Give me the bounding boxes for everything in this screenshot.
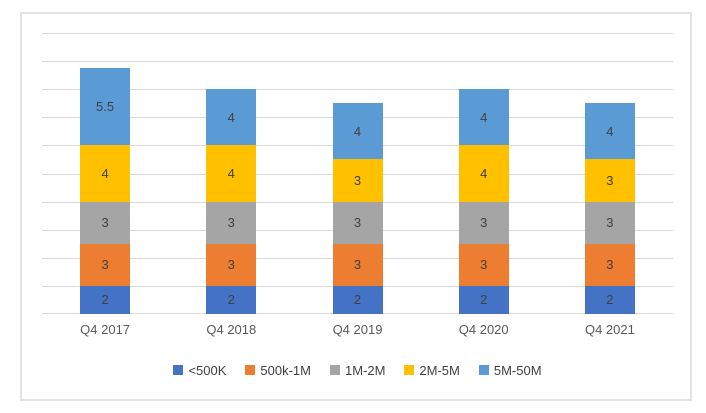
- bar-value-label: 4: [480, 166, 488, 182]
- bar-value-label: 4: [606, 123, 614, 139]
- bar-segment: 3: [584, 159, 635, 202]
- gridline: [42, 33, 673, 34]
- x-axis-label: Q4 2019: [332, 322, 383, 337]
- bar-value-label: 4: [227, 109, 235, 125]
- bar-value-label: 3: [606, 173, 614, 189]
- bar-value-label: 5.5: [96, 99, 115, 115]
- bar-q4-2017: 2 3 3 4 5.5: [80, 68, 131, 314]
- bar-segment: 3: [332, 201, 383, 244]
- bar-segment: 2: [206, 285, 257, 314]
- bar-value-label: 2: [480, 292, 488, 308]
- bar-segment: 3: [458, 243, 509, 286]
- bar-segment: 4: [458, 145, 509, 202]
- bar-value-label: 3: [480, 257, 488, 273]
- legend-marker-icon: [329, 365, 340, 375]
- bar-segment: 3: [584, 201, 635, 244]
- bar-value-label: 2: [227, 292, 235, 308]
- bar-value-label: 3: [480, 215, 488, 231]
- x-axis-label: Q4 2017: [80, 322, 131, 337]
- x-axis-label: Q4 2018: [206, 322, 257, 337]
- legend-label: 5M-50M: [493, 362, 542, 378]
- bar-segment: 3: [206, 243, 257, 286]
- legend-label: 500k-1M: [260, 362, 311, 378]
- bar-segment: 5.5: [80, 68, 131, 146]
- legend-label: 1M-2M: [344, 362, 386, 378]
- legend-marker-icon: [173, 365, 184, 375]
- legend-item: 500k-1M: [245, 363, 311, 378]
- bar-value-label: 3: [101, 257, 109, 273]
- bar-segment: 2: [584, 285, 635, 314]
- gridline: [42, 61, 673, 63]
- bar-value-label: 3: [353, 257, 362, 273]
- bar-value-label: 3: [606, 215, 614, 231]
- bar-segment: 4: [458, 89, 509, 146]
- bar-value-label: 2: [606, 292, 614, 308]
- bar-segment: 4: [332, 103, 383, 160]
- bar-q4-2019: 2 3 3 3 4: [332, 103, 383, 314]
- legend-marker-icon: [245, 365, 256, 375]
- bar-value-label: 4: [480, 109, 488, 125]
- bar-segment: 3: [332, 159, 383, 202]
- bar-segment: 3: [332, 243, 383, 286]
- bar-segment: 3: [80, 243, 131, 286]
- bar-segment: 2: [80, 285, 131, 314]
- legend-item: 1M-2M: [329, 362, 386, 378]
- bar-q4-2018: 2 3 3 4 4: [206, 89, 257, 314]
- legend-item: <500K: [173, 363, 226, 378]
- plot-area: 2 3 3 4 5.5 2 3 3 4 4 2 3 3 3 4 2 3 3 4 4 2 3 3 3 4: [42, 33, 673, 314]
- bar-segment: 3: [584, 243, 635, 286]
- bar-segment: 4: [80, 145, 131, 202]
- bar-value-label: 2: [101, 292, 109, 308]
- x-axis: Q4 2017 Q4 2018 Q4 2019 Q4 2020 Q4 2021: [42, 322, 673, 342]
- legend-marker-icon: [404, 365, 415, 375]
- bar-value-label: 4: [227, 166, 235, 182]
- bar-value-label: 3: [101, 215, 109, 231]
- chart-frame: 2 3 3 4 5.5 2 3 3 4 4 2 3 3 3 4 2 3 3 4 4 2 3 3 3 4 Q4 2017 Q4 20…: [20, 12, 692, 401]
- bar-segment: 2: [332, 285, 383, 314]
- legend-item: 2M-5M: [404, 362, 460, 378]
- bar-segment: 2: [458, 285, 509, 314]
- x-axis-label: Q4 2021: [584, 322, 635, 337]
- bar-q4-2020: 2 3 3 4 4: [458, 89, 509, 314]
- bar-segment: 3: [206, 201, 257, 244]
- bar-segment: 3: [80, 201, 131, 244]
- bar-segment: 3: [458, 201, 509, 244]
- x-axis-label: Q4 2020: [458, 322, 509, 337]
- bar-value-label: 3: [353, 173, 362, 189]
- bar-value-label: 3: [227, 215, 235, 231]
- bar-value-label: 3: [353, 215, 362, 231]
- bar-value-label: 3: [227, 257, 235, 273]
- legend-marker-icon: [478, 365, 489, 375]
- legend-label: <500K: [188, 362, 227, 378]
- bar-value-label: 2: [353, 292, 362, 308]
- bar-segment: 4: [584, 103, 635, 160]
- legend-item: 5M-50M: [478, 362, 542, 378]
- bar-segment: 4: [206, 145, 257, 202]
- gridline: [42, 89, 673, 91]
- legend: <500K 500k-1M 1M-2M 2M-5M 5M-50M: [42, 361, 673, 379]
- legend-label: 2M-5M: [419, 362, 460, 378]
- bar-value-label: 4: [101, 166, 109, 182]
- bar-q4-2021: 2 3 3 3 4: [584, 103, 635, 314]
- bar-value-label: 4: [353, 123, 362, 139]
- bar-value-label: 3: [606, 257, 614, 273]
- bar-segment: 4: [206, 89, 257, 146]
